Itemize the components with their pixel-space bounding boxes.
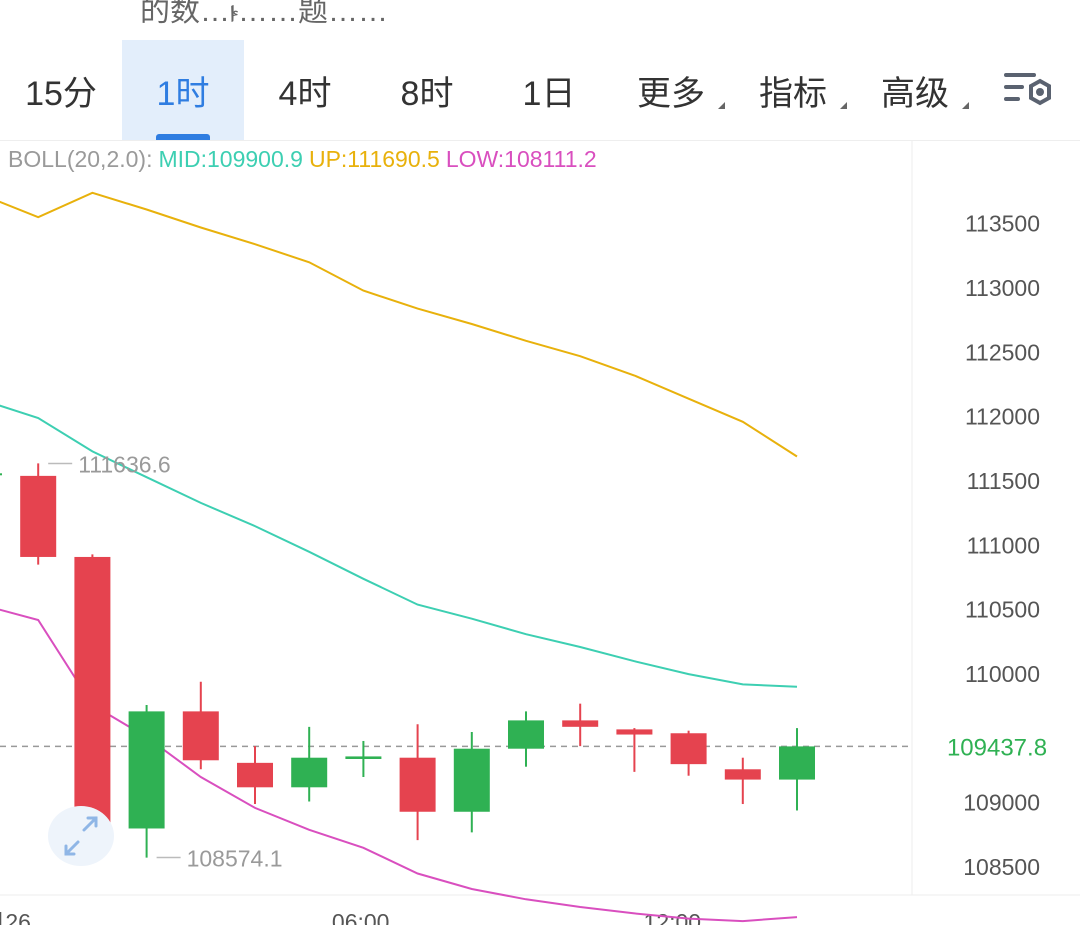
tab-15m[interactable]: 15分 [0, 40, 122, 140]
tab-label: 1日 [522, 74, 576, 113]
header-divider [0, 140, 1080, 141]
current-price-box [914, 724, 1080, 769]
y-tick-label: 112500 [965, 339, 1040, 365]
boll-legend-up: UP:111690.5 [308, 146, 440, 172]
tab-8h[interactable]: 8时 [366, 40, 488, 140]
y-tick-label: 113500 [965, 211, 1040, 237]
candle-down [74, 556, 111, 829]
y-tick-label: 113000 [965, 275, 1040, 301]
candle-down [616, 729, 653, 735]
tab-advanced-dropdown[interactable]: 高级 [854, 40, 976, 140]
y-tick-label: 112000 [965, 404, 1040, 430]
tab-label: 15分 [25, 74, 97, 113]
candle-up [128, 711, 165, 829]
y-tick-label: 110500 [965, 597, 1040, 623]
candle-down [237, 762, 273, 788]
candle-down [182, 711, 219, 761]
y-tick-label: 108500 [963, 854, 1040, 880]
current-price-label: 109437.8 [947, 734, 1047, 761]
tab-label: 高级 [881, 74, 949, 113]
y-tick-label: 111500 [967, 468, 1040, 494]
dropdown-arrow-icon [718, 102, 725, 109]
candle-up [453, 748, 490, 812]
candle-up [508, 720, 544, 749]
timeframe-tabs: 15分 1时 4时 8时 1日 更多 指标 高级 [0, 0, 1080, 140]
boll-legend-low: LOW:108111.2 [445, 146, 597, 172]
expand-icon [64, 816, 98, 856]
chart-settings-icon[interactable] [1002, 70, 1058, 110]
y-tick-label: 110000 [965, 661, 1040, 687]
candle-down [399, 757, 436, 812]
x-tick-label: 06:00 [332, 909, 390, 925]
candle-up [291, 757, 328, 788]
candle-up [779, 746, 815, 780]
boll-mid-line [0, 404, 798, 688]
expand-chart-button[interactable] [48, 806, 114, 866]
candle-down [670, 733, 707, 765]
tab-more-dropdown[interactable]: 更多 [610, 40, 732, 140]
tab-indicators-dropdown[interactable]: 指标 [732, 40, 854, 140]
candle-down [724, 769, 761, 780]
boll-legend-mid: MID:109900.9 [158, 146, 303, 172]
tab-label: 8时 [400, 74, 454, 113]
active-tab-indicator [156, 134, 210, 140]
boll-legend-name: BOLL(20,2.0): [8, 146, 153, 172]
tab-1d[interactable]: 1日 [488, 40, 610, 140]
candlestick-chart[interactable]: 113500 113000 112500 112000 111500 111000 1105… [0, 140, 1080, 925]
y-tick-label: 109000 [963, 790, 1040, 816]
tab-label: 1时 [156, 74, 210, 113]
tab-label: 指标 [759, 74, 827, 113]
candle-up [0, 473, 2, 476]
min-annotation-label: 108574.1 [187, 846, 283, 872]
cut-off-title: 的数…ࢁ……题…… [140, 0, 388, 28]
candle-down [562, 720, 599, 727]
candle-up [345, 756, 382, 759]
dropdown-arrow-icon [840, 102, 847, 109]
tab-label: 更多 [637, 74, 705, 113]
tab-1h[interactable]: 1时 [122, 40, 244, 140]
y-tick-label: 111000 [967, 532, 1040, 558]
x-tick-label: 9月26 [0, 909, 31, 925]
boll-lower-line [0, 608, 798, 923]
boll-upper-line [0, 191, 798, 458]
candle-down [20, 475, 57, 557]
dropdown-arrow-icon [962, 102, 969, 109]
tab-4h[interactable]: 4时 [244, 40, 366, 140]
max-annotation-label: 111636.6 [78, 451, 171, 477]
boll-legend: BOLL(20,2.0): MID:109900.9 UP:111690.5 LOW:… [8, 146, 603, 173]
tab-label: 4时 [278, 74, 332, 113]
